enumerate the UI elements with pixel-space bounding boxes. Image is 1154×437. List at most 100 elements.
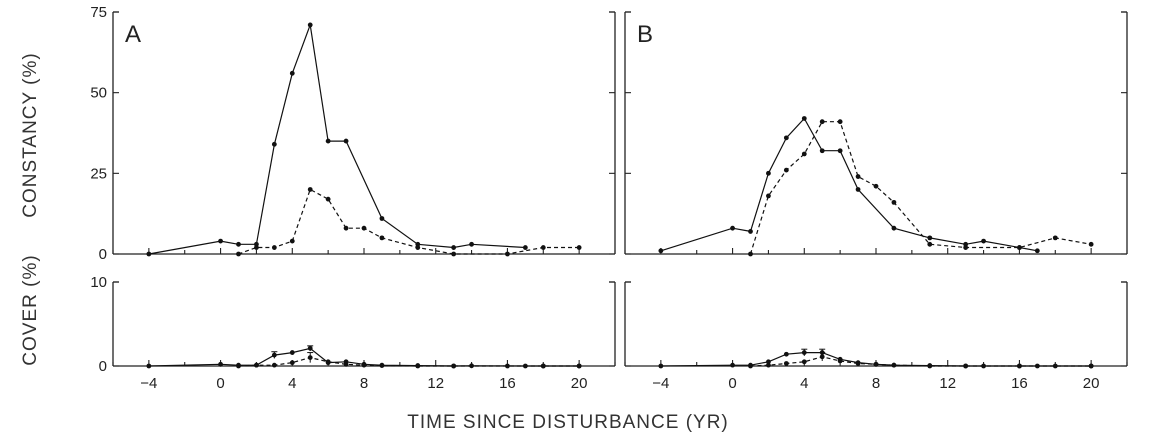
- x-tick-label: −4: [652, 375, 669, 392]
- data-point: [307, 187, 313, 192]
- y-tick-label: 25: [90, 165, 107, 182]
- data-point: [1017, 363, 1022, 369]
- data-point: [1017, 245, 1022, 250]
- data-point: [748, 229, 753, 234]
- x-tick-label: −4: [140, 375, 157, 392]
- series-line-dashed: [238, 188, 580, 255]
- data-point: [379, 363, 385, 368]
- data-point: [361, 362, 367, 368]
- data-point: [451, 245, 457, 250]
- data-point: [146, 363, 152, 369]
- data-point: [873, 183, 879, 189]
- data-point: [289, 70, 295, 76]
- series-line-dashed: [750, 356, 1092, 367]
- data-point: [343, 225, 349, 231]
- data-point: [451, 251, 457, 257]
- panel-b: B −4 0 4 8 12 16 20: [624, 11, 1128, 392]
- x-tick-label: 4: [800, 375, 808, 392]
- constancy-row: [624, 11, 1128, 257]
- data-point: [271, 362, 277, 368]
- x-tick-label: 12: [427, 375, 444, 392]
- data-point: [254, 362, 259, 368]
- data-point: [783, 361, 789, 366]
- data-point: [271, 352, 277, 358]
- data-point: [343, 361, 349, 367]
- data-point: [218, 238, 223, 244]
- data-point: [927, 363, 933, 369]
- data-point: [927, 241, 933, 247]
- data-point: [540, 363, 546, 369]
- data-point: [469, 241, 474, 247]
- data-point: [307, 345, 313, 351]
- data-point: [801, 359, 807, 365]
- data-point: [1052, 235, 1058, 241]
- x-tick-label: 4: [288, 375, 296, 392]
- data-point: [289, 360, 295, 366]
- data-point: [801, 151, 807, 157]
- data-point: [218, 361, 223, 367]
- data-point: [730, 225, 735, 231]
- data-point: [576, 245, 582, 250]
- data-point: [730, 362, 735, 368]
- data-point: [748, 363, 753, 369]
- data-point: [819, 354, 825, 360]
- data-point: [873, 361, 879, 367]
- series-line-dashed: [749, 121, 1092, 255]
- cover-row: −4 0 4 8 12 16 20: [624, 281, 1128, 392]
- x-tick-label: 16: [1011, 375, 1028, 392]
- y-tick-label: 50: [90, 85, 107, 102]
- data-point: [522, 245, 528, 250]
- data-point: [819, 148, 825, 154]
- data-point: [505, 251, 510, 257]
- data-point: [325, 359, 331, 365]
- x-tick-label: 20: [571, 375, 588, 392]
- data-point: [981, 238, 986, 244]
- data-point: [254, 245, 259, 250]
- data-point: [1034, 248, 1040, 254]
- data-point: [236, 251, 241, 257]
- x-axis-label: TIME SINCE DISTURBANCE (YR): [407, 412, 729, 433]
- panel-a: A 0 25 50 75 0 10 −4 0 4 8 12 16 20: [90, 4, 616, 392]
- data-point: [855, 187, 861, 192]
- plot-layer: A 0 25 50 75 0 10 −4 0 4 8 12 16 20 B −4 0 4 8 12 16 20: [90, 4, 1128, 392]
- data-point: [891, 199, 897, 205]
- panel-label: A: [125, 21, 141, 48]
- y-tick-label: 0: [99, 246, 107, 263]
- y-axis-label-cover: COVER (%): [20, 254, 41, 365]
- data-point: [415, 245, 421, 250]
- x-tick-label: 8: [360, 375, 368, 392]
- x-tick-label: 8: [872, 375, 880, 392]
- data-point: [307, 22, 313, 28]
- data-point: [325, 138, 331, 144]
- data-point: [963, 245, 969, 250]
- data-point: [307, 355, 313, 360]
- data-point: [505, 363, 510, 369]
- data-point: [289, 238, 295, 244]
- data-point: [766, 170, 771, 176]
- data-point: [576, 363, 582, 369]
- data-point: [343, 138, 349, 144]
- x-tick-label: 16: [499, 375, 516, 392]
- data-point: [783, 351, 789, 357]
- data-point: [415, 363, 421, 369]
- series-line-solid: [660, 117, 1038, 252]
- data-point: [801, 350, 807, 355]
- data-point: [379, 216, 385, 221]
- data-point: [361, 225, 367, 231]
- data-point: [783, 167, 789, 173]
- data-point: [540, 245, 546, 250]
- data-point: [766, 359, 771, 365]
- series-line-dashed: [238, 356, 580, 367]
- data-point: [658, 363, 664, 369]
- constancy-row: 0 25 50 75: [90, 4, 616, 263]
- data-point: [271, 141, 277, 147]
- x-tick-label: 20: [1083, 375, 1100, 392]
- data-point: [1052, 363, 1058, 369]
- cover-row: 0 10 −4 0 4 8 12 16 20: [90, 274, 616, 392]
- data-point: [855, 174, 861, 179]
- data-point: [1088, 363, 1094, 369]
- data-point: [891, 362, 897, 368]
- data-point: [289, 350, 295, 355]
- x-tick-label: 0: [216, 375, 224, 392]
